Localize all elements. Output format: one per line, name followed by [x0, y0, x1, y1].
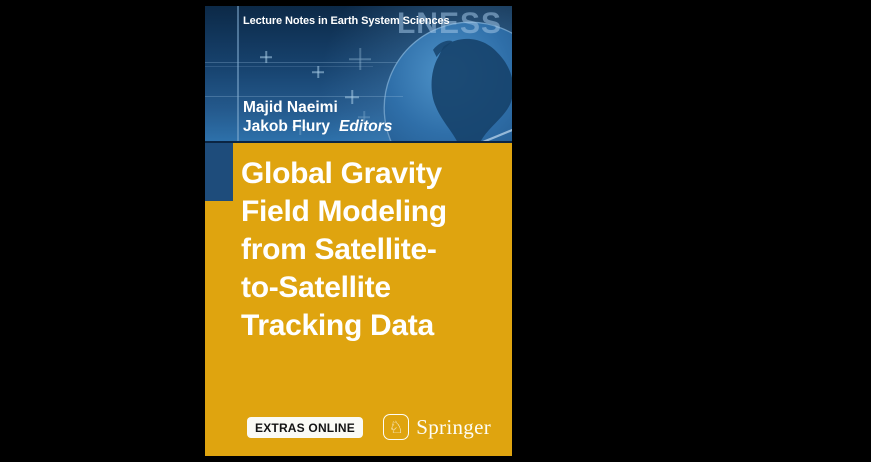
left-accent-strip — [205, 143, 233, 201]
editors-block: Majid Naeimi Jakob Flury Editors — [243, 98, 392, 136]
banner-grid-line — [205, 66, 373, 67]
editor-name: Majid Naeimi — [243, 99, 338, 116]
cover-footer: EXTRAS ONLINE ♘ Springer — [247, 414, 491, 440]
book-cover: LNESS Lecture Notes in Earth System Scie… — [205, 6, 512, 456]
extras-online-badge: EXTRAS ONLINE — [247, 416, 363, 438]
book-title-line: Field Modeling — [241, 195, 447, 228]
publisher-logo: ♘ Springer — [383, 414, 491, 440]
banner-grid-line — [205, 96, 403, 97]
banner-grid-line — [205, 62, 397, 63]
series-banner: LNESS Lecture Notes in Earth System Scie… — [205, 6, 512, 143]
editor-name: Jakob Flury — [243, 118, 330, 135]
plus-mark-icon — [312, 66, 324, 78]
series-title: Lecture Notes in Earth System Sciences — [243, 15, 450, 27]
book-title: Global Gravity Field Modeling from Satel… — [241, 155, 506, 345]
series-abbreviation-watermark: LNESS — [396, 7, 502, 40]
publisher-name: Springer — [416, 414, 491, 439]
book-title-line: from Satellite- — [241, 233, 437, 266]
banner-divider-line — [237, 6, 239, 143]
book-title-line: to-Satellite — [241, 271, 391, 304]
springer-knight-icon: ♘ — [383, 414, 410, 440]
globe-earth-icon — [383, 21, 512, 143]
book-title-line: Global Gravity — [241, 157, 442, 190]
banner-bottom-edge — [205, 141, 512, 143]
editors-role-label: Editors — [339, 118, 393, 135]
cover-body: Global Gravity Field Modeling from Satel… — [205, 143, 512, 456]
plus-mark-icon — [349, 48, 371, 70]
book-title-line: Tracking Data — [241, 309, 434, 342]
editor-name-row: Jakob Flury Editors — [243, 117, 392, 136]
plus-mark-icon — [260, 51, 272, 63]
